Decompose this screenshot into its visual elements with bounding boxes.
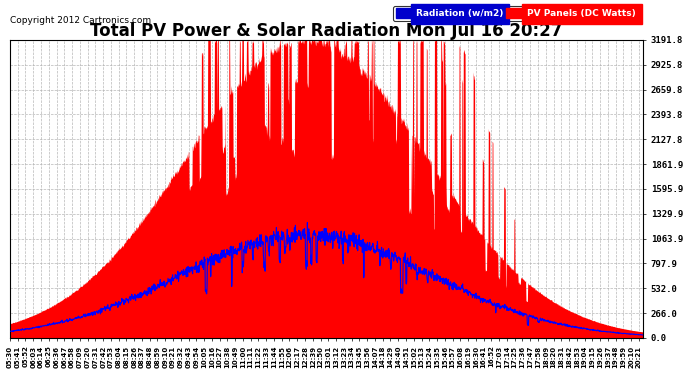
Title: Total PV Power & Solar Radiation Mon Jul 16 20:27: Total PV Power & Solar Radiation Mon Jul…	[90, 22, 563, 40]
Text: Copyright 2012 Cartronics.com: Copyright 2012 Cartronics.com	[10, 16, 151, 25]
Legend: Radiation (w/m2), PV Panels (DC Watts): Radiation (w/m2), PV Panels (DC Watts)	[393, 6, 639, 21]
